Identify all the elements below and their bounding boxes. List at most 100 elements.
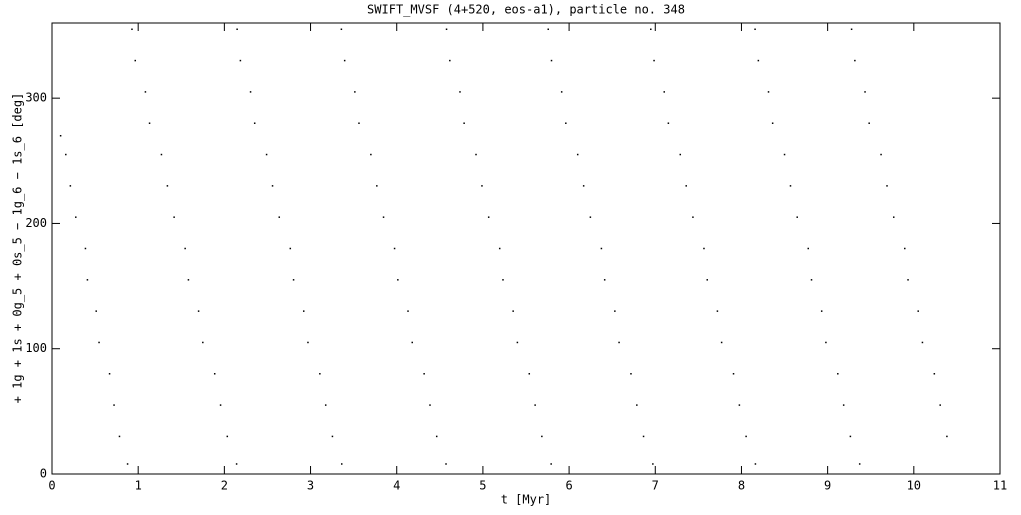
point: [144, 91, 147, 93]
x-tick-label: 5: [479, 479, 486, 493]
x-tick-label: 8: [738, 479, 745, 493]
point: [692, 216, 694, 218]
point: [837, 373, 839, 375]
point: [850, 28, 853, 31]
point: [445, 463, 447, 465]
point: [757, 59, 760, 62]
point: [197, 310, 200, 312]
point: [796, 216, 798, 218]
point: [340, 463, 343, 465]
point: [411, 341, 413, 344]
point: [292, 279, 295, 281]
point: [393, 247, 396, 250]
point: [921, 341, 924, 344]
point: [481, 185, 483, 187]
point: [600, 247, 603, 250]
point: [550, 59, 553, 62]
point: [219, 404, 222, 406]
point: [307, 341, 309, 344]
point: [650, 28, 652, 31]
point: [134, 59, 137, 62]
point: [358, 122, 360, 124]
x-tick-label: 10: [907, 479, 921, 493]
point: [589, 216, 592, 218]
point: [810, 279, 813, 281]
point: [435, 435, 438, 438]
point: [235, 463, 238, 465]
x-tick-label: 1: [135, 479, 142, 493]
point: [382, 216, 385, 218]
point: [745, 435, 747, 438]
point: [939, 404, 941, 406]
point: [148, 122, 151, 124]
point: [880, 153, 882, 156]
point: [289, 247, 292, 250]
point: [108, 373, 111, 375]
point: [265, 153, 268, 156]
point: [907, 279, 909, 281]
point: [98, 341, 100, 344]
point: [868, 122, 870, 124]
x-tick-label: 3: [307, 479, 314, 493]
point: [302, 310, 305, 312]
point: [904, 247, 906, 250]
point: [754, 463, 757, 465]
point: [854, 59, 856, 62]
point: [825, 341, 827, 344]
point: [423, 373, 425, 375]
x-tick-label: 2: [221, 479, 228, 493]
point: [738, 404, 741, 406]
point: [397, 279, 399, 281]
point: [864, 91, 866, 93]
plot-frame: [51, 22, 1001, 475]
point: [528, 373, 531, 375]
point: [213, 373, 216, 375]
point: [703, 247, 705, 250]
point: [560, 91, 563, 93]
point: [512, 310, 514, 312]
point: [376, 185, 378, 187]
point: [771, 122, 774, 124]
point: [767, 91, 770, 93]
x-tick-label: 9: [824, 479, 831, 493]
x-tick-label: 11: [993, 479, 1007, 493]
point: [582, 185, 585, 187]
point: [547, 28, 549, 31]
point: [184, 247, 186, 250]
y-axis-label: + 1g + 1s + 0g_5 + 0s_5 − 1g_6 − 1s_6 [d…: [11, 93, 25, 404]
point: [75, 216, 77, 218]
point: [858, 463, 861, 465]
point: [113, 404, 115, 406]
point: [249, 91, 252, 93]
point: [706, 279, 708, 281]
point: [783, 153, 786, 156]
point: [565, 122, 567, 124]
point: [324, 404, 327, 406]
y-tick-label: 200: [25, 216, 47, 230]
point: [541, 435, 543, 438]
point: [226, 435, 229, 438]
point: [126, 463, 129, 465]
point: [892, 216, 895, 218]
point: [498, 247, 501, 250]
point: [614, 310, 616, 312]
point: [86, 279, 89, 281]
point: [449, 59, 451, 62]
point: [202, 341, 204, 344]
point: [65, 153, 67, 156]
x-axis-label: t [Myr]: [501, 493, 552, 507]
point: [253, 122, 256, 124]
point: [842, 404, 845, 406]
point: [370, 153, 372, 156]
point: [663, 91, 665, 93]
x-tick-label: 7: [652, 479, 659, 493]
point: [239, 59, 242, 62]
point: [732, 373, 735, 375]
point: [160, 153, 163, 156]
point: [69, 185, 72, 187]
point: [679, 153, 682, 156]
chart-title: SWIFT_MVSF (4+520, eos-a1), particle no.…: [367, 3, 685, 17]
point: [173, 216, 175, 218]
point: [685, 185, 687, 187]
